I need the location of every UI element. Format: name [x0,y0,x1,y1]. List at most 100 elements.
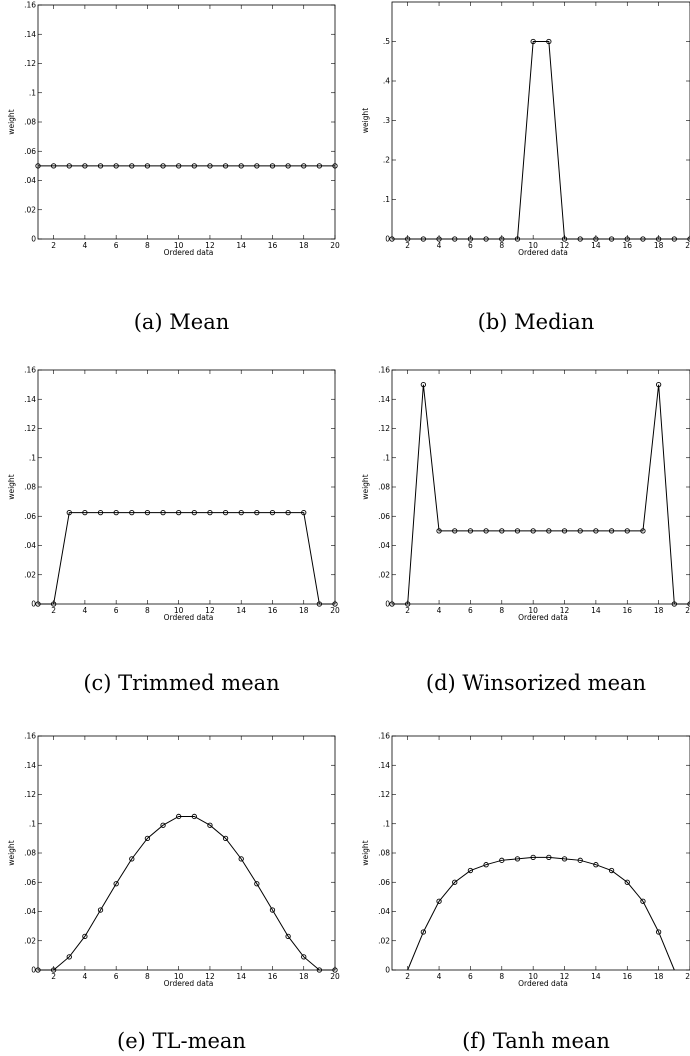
data-point [546,38,552,45]
data-point [420,929,427,935]
y-tick-label: .06 [378,512,390,521]
data-point [467,236,474,242]
y-tick-label: .1 [383,819,390,828]
y-tick-label: .16 [378,366,390,375]
x-tick-label: 10 [528,972,538,981]
data-point [624,528,630,534]
data-point [222,835,229,842]
x-tick-label: 12 [560,606,570,615]
y-tick-label: .08 [378,849,390,858]
x-tick-label: 4 [83,606,88,615]
x-axis-label: Ordered data [164,248,214,257]
data-point [593,862,599,868]
data-point [113,881,119,887]
data-point [389,601,395,607]
data-point [561,236,568,242]
data-point [452,879,458,885]
x-tick-label: 4 [437,972,442,981]
data-point [66,163,72,169]
y-tick-label: .08 [24,118,36,127]
x-tick-label: 18 [654,972,664,981]
y-tick-label: .02 [378,570,390,579]
data-point [452,528,458,534]
x-tick-label: 10 [174,241,184,250]
data-point [405,236,411,242]
data-point [113,509,119,516]
x-axis-label: Ordered data [518,979,568,988]
data-point [176,509,182,516]
data-point [129,163,135,169]
data-point [316,601,323,607]
y-tick-label: .12 [378,424,390,433]
data-point [254,163,260,169]
y-tick-label: .06 [24,512,36,521]
x-tick-label: 12 [205,606,215,615]
subfigure-caption: (b) Median [478,310,595,334]
y-tick-label: .04 [24,541,36,550]
x-tick-label: 16 [622,241,632,250]
data-point [269,907,276,913]
data-point [577,857,583,863]
y-tick-label: .5 [383,37,390,46]
x-tick-label: 8 [499,606,504,615]
x-tick-label: 10 [174,972,184,981]
x-tick-label: 14 [591,606,601,615]
series-line [392,384,690,605]
data-point [82,163,88,169]
data-point [332,163,338,169]
x-tick-label: 12 [560,241,570,250]
x-tick-label: 10 [528,241,538,250]
data-point [301,163,307,169]
data-point [144,835,151,842]
data-point [97,163,104,169]
x-tick-label: 4 [83,972,88,981]
data-point [593,236,599,242]
series-line [38,815,335,971]
y-tick-label: .14 [378,761,390,770]
data-point [624,236,630,242]
data-point [640,528,646,534]
data-point [546,528,552,534]
x-tick-label: 8 [145,241,150,250]
y-tick-label: 0 [385,600,390,609]
x-tick-label: 12 [205,241,215,250]
data-point [160,822,166,828]
subfigure-caption: (a) Mean [134,310,230,334]
data-point [467,528,474,534]
data-point [389,236,395,242]
data-point [332,601,338,607]
x-tick-label: 14 [236,606,246,615]
data-point [608,236,615,242]
y-tick-label: .1 [29,819,36,828]
data-point [35,601,41,607]
data-point [269,509,276,516]
data-point [514,236,521,242]
data-point [608,867,615,874]
data-point [66,954,72,960]
data-point [608,528,615,534]
x-tick-label: 8 [499,241,504,250]
subfigure-caption: (e) TL-mean [117,1029,246,1053]
data-point [483,862,489,868]
x-tick-label: 18 [299,606,309,615]
x-tick-label: 20 [330,606,340,615]
y-tick-label: .02 [24,936,36,945]
x-tick-label: 2 [405,241,410,250]
data-point [222,163,229,169]
x-tick-label: 14 [236,972,246,981]
data-point [655,929,662,935]
axes-frame [37,735,336,971]
axes-frame [391,735,690,971]
data-point [176,813,182,820]
data-point [50,163,57,169]
data-point [577,236,583,242]
data-point [655,236,662,242]
chart-panel-4: 0 .02 .04 .06 .08 .1 .12 .14 .16 2 4 6 8 10 12 14 16 18 20… [361,366,690,695]
y-tick-label: .14 [378,395,390,404]
data-point [514,856,521,862]
data-point [254,509,260,516]
y-tick-label: .02 [378,936,390,945]
x-tick-label: 18 [654,606,664,615]
data-point [467,867,474,874]
x-tick-label: 2 [51,241,56,250]
